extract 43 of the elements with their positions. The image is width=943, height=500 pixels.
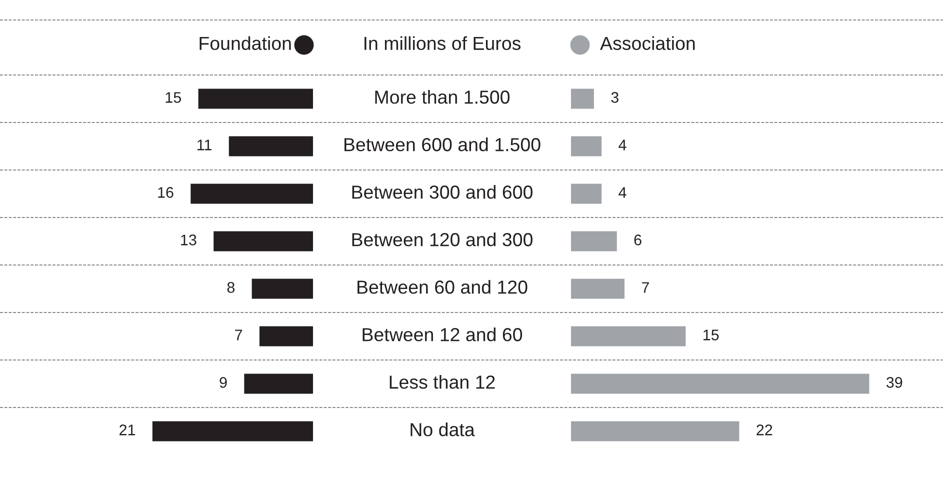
data-label: 7	[235, 330, 242, 340]
bar	[252, 278, 313, 299]
bar	[152, 421, 313, 442]
data-label: 21	[120, 424, 136, 436]
y-tick-label: More than 1.500	[375, 90, 510, 104]
data-label: 39	[886, 377, 902, 388]
y-tick-label: No data	[410, 422, 475, 436]
data-label: 4	[618, 140, 626, 150]
data-label: 15	[166, 92, 181, 103]
bar	[214, 231, 313, 252]
bar	[571, 421, 740, 442]
bar	[571, 184, 602, 204]
data-label: 3	[611, 92, 618, 103]
data-label: 4	[618, 187, 626, 198]
data-label: 11	[198, 140, 212, 150]
y-tick-label: Between 600 and 1.500	[344, 138, 540, 152]
data-label: 8	[227, 282, 234, 293]
legend-label: Association	[600, 36, 695, 50]
y-tick-label: Between 300 and 600	[352, 185, 532, 199]
data-label: 22	[756, 424, 772, 436]
y-tick-label: Between 12 and 60	[362, 328, 522, 342]
data-label: 15	[704, 330, 719, 340]
data-label: 6	[634, 234, 642, 246]
bar	[228, 136, 313, 156]
bar	[571, 231, 617, 252]
text: In millions of Euros	[364, 36, 521, 50]
bar	[571, 88, 594, 109]
bar	[571, 374, 870, 394]
data-label: 9	[220, 377, 227, 388]
bar	[259, 326, 313, 346]
data-label: 7	[642, 282, 649, 293]
bar	[571, 136, 602, 156]
y-tick-label: Less than 12	[390, 375, 495, 389]
y-tick-label: Between 120 and 300	[352, 232, 532, 246]
bar	[244, 374, 313, 394]
bar	[198, 88, 313, 109]
bar	[190, 184, 313, 204]
data-label: 16	[158, 187, 174, 198]
bar	[571, 326, 686, 346]
legend-label: Foundation	[200, 36, 291, 50]
y-tick-label: Between 60 and 120	[358, 280, 528, 294]
data-label: 13	[181, 234, 196, 246]
bar	[571, 278, 625, 299]
